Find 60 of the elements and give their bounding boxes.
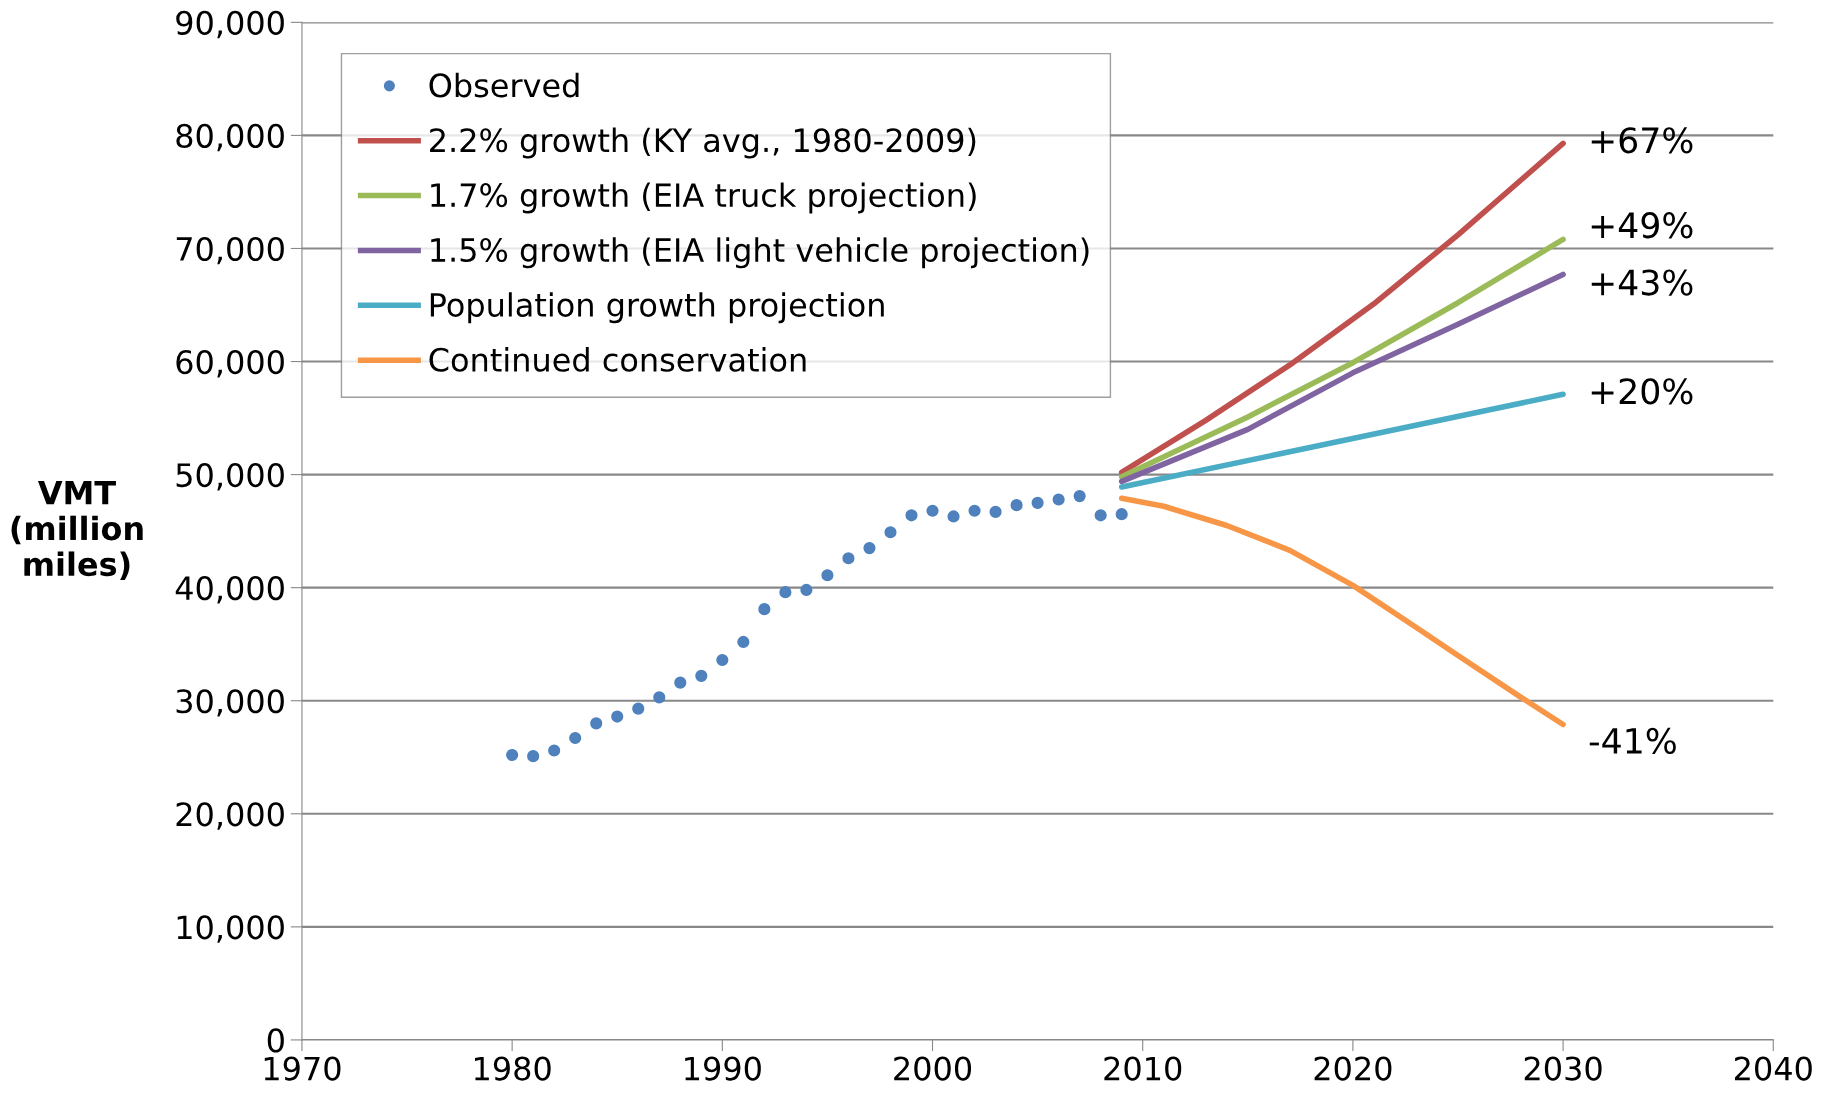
legend-label: 1.7% growth (EIA truck projection) xyxy=(431,182,976,214)
point xyxy=(506,748,519,762)
point xyxy=(695,669,708,682)
x-tick-label: 2000 xyxy=(894,1056,972,1081)
point xyxy=(1052,493,1065,506)
x-tick-label: 1990 xyxy=(685,1056,761,1081)
legend-label: Observed xyxy=(429,72,579,98)
point xyxy=(821,569,834,582)
point xyxy=(569,731,582,745)
y-tick-label: 80,000 xyxy=(176,123,284,152)
x-tick-label: 1980 xyxy=(475,1056,551,1081)
point xyxy=(527,750,540,763)
annotation: -41% xyxy=(1589,727,1676,754)
x-tick-label: 2010 xyxy=(1104,1056,1182,1081)
x-tick-label: 2030 xyxy=(1524,1056,1602,1081)
point xyxy=(737,635,750,649)
annotation: +67% xyxy=(1591,127,1693,154)
annotation: +20% xyxy=(1591,378,1693,405)
point xyxy=(884,526,897,539)
y-tick-label: 10,000 xyxy=(177,915,284,943)
y-tick-label: 0 xyxy=(267,1028,284,1053)
legend-label: Continued conservation xyxy=(429,347,806,372)
point xyxy=(653,691,666,704)
point xyxy=(758,603,771,616)
point xyxy=(611,710,624,723)
y-tick-label: 60,000 xyxy=(176,349,284,378)
point xyxy=(674,676,687,689)
y-tick-label: 30,000 xyxy=(176,689,284,717)
point xyxy=(548,744,561,757)
x-tick-label: 1970 xyxy=(264,1056,341,1081)
y-tick-label: 20,000 xyxy=(176,802,284,830)
point xyxy=(1031,496,1044,509)
y-tick-label: 50,000 xyxy=(176,463,284,491)
y-tick-label: 40,000 xyxy=(175,576,284,604)
point xyxy=(1073,490,1086,503)
x-tick-label: 2040 xyxy=(1734,1056,1812,1081)
point xyxy=(716,653,729,667)
x-tick-label: 2020 xyxy=(1314,1056,1392,1081)
point xyxy=(1094,509,1107,522)
point xyxy=(842,552,855,565)
legend-label: Population growth projection xyxy=(430,292,884,324)
legend-label: 1.5% growth (EIA light vehicle projection) xyxy=(431,237,1089,269)
point xyxy=(926,504,939,517)
point xyxy=(863,542,876,555)
legend-label: 2.2% growth (KY avg., 1980-2009) xyxy=(430,127,976,159)
annotation: +49% xyxy=(1591,212,1693,239)
point xyxy=(779,586,792,599)
y-axis-title: VMT (million miles) xyxy=(11,480,143,580)
point xyxy=(1010,499,1023,512)
y-tick-label: 90,000 xyxy=(176,10,284,39)
point xyxy=(632,702,645,715)
point xyxy=(1115,508,1128,521)
point xyxy=(968,504,981,517)
point xyxy=(905,509,918,522)
point xyxy=(989,505,1002,518)
point xyxy=(590,717,603,730)
point xyxy=(947,510,960,523)
annotation: +43% xyxy=(1591,269,1693,296)
point xyxy=(800,583,813,597)
y-tick-label: 70,000 xyxy=(176,236,284,265)
